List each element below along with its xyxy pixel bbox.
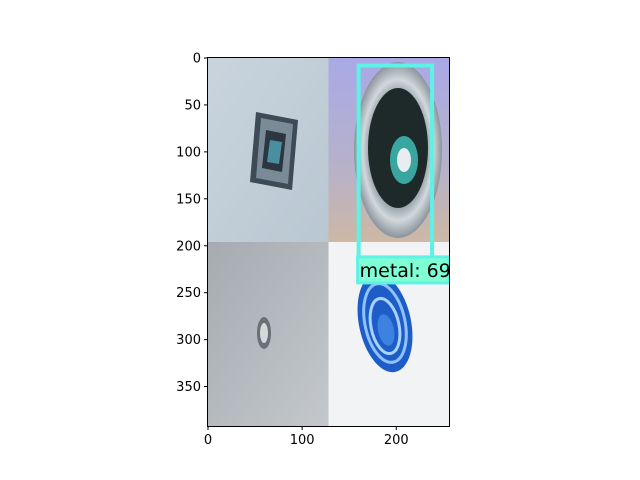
- tile-top-right: [328, 58, 449, 242]
- y-tick-label: 0: [193, 52, 201, 67]
- detection-overlays: metal: 69: [356, 63, 451, 285]
- can-object: [354, 62, 442, 238]
- detection-label: metal: 69: [360, 260, 451, 282]
- y-tick-label: 250: [176, 286, 201, 301]
- tile-top-left: [208, 58, 329, 242]
- axes-frame: [207, 57, 450, 427]
- y-tick-label: 150: [176, 192, 201, 207]
- wrapper-object: [250, 112, 298, 190]
- axes-image: metal: 69: [208, 58, 451, 426]
- y-tick-label: 200: [176, 239, 201, 254]
- y-axis: 0 50 100 150 200 250 300 350: [176, 52, 208, 395]
- y-tick-label: 100: [176, 145, 201, 160]
- x-tick-label: 0: [204, 433, 212, 448]
- y-tick-label: 350: [176, 380, 201, 395]
- x-axis: 0 100 200: [204, 426, 409, 448]
- y-tick-label: 50: [184, 98, 201, 113]
- x-tick-label: 200: [384, 433, 409, 448]
- tile-bottom-left: [208, 242, 329, 426]
- detection-label-bg: [356, 255, 449, 285]
- y-tick-label: 300: [176, 333, 201, 348]
- x-tick-label: 100: [290, 433, 315, 448]
